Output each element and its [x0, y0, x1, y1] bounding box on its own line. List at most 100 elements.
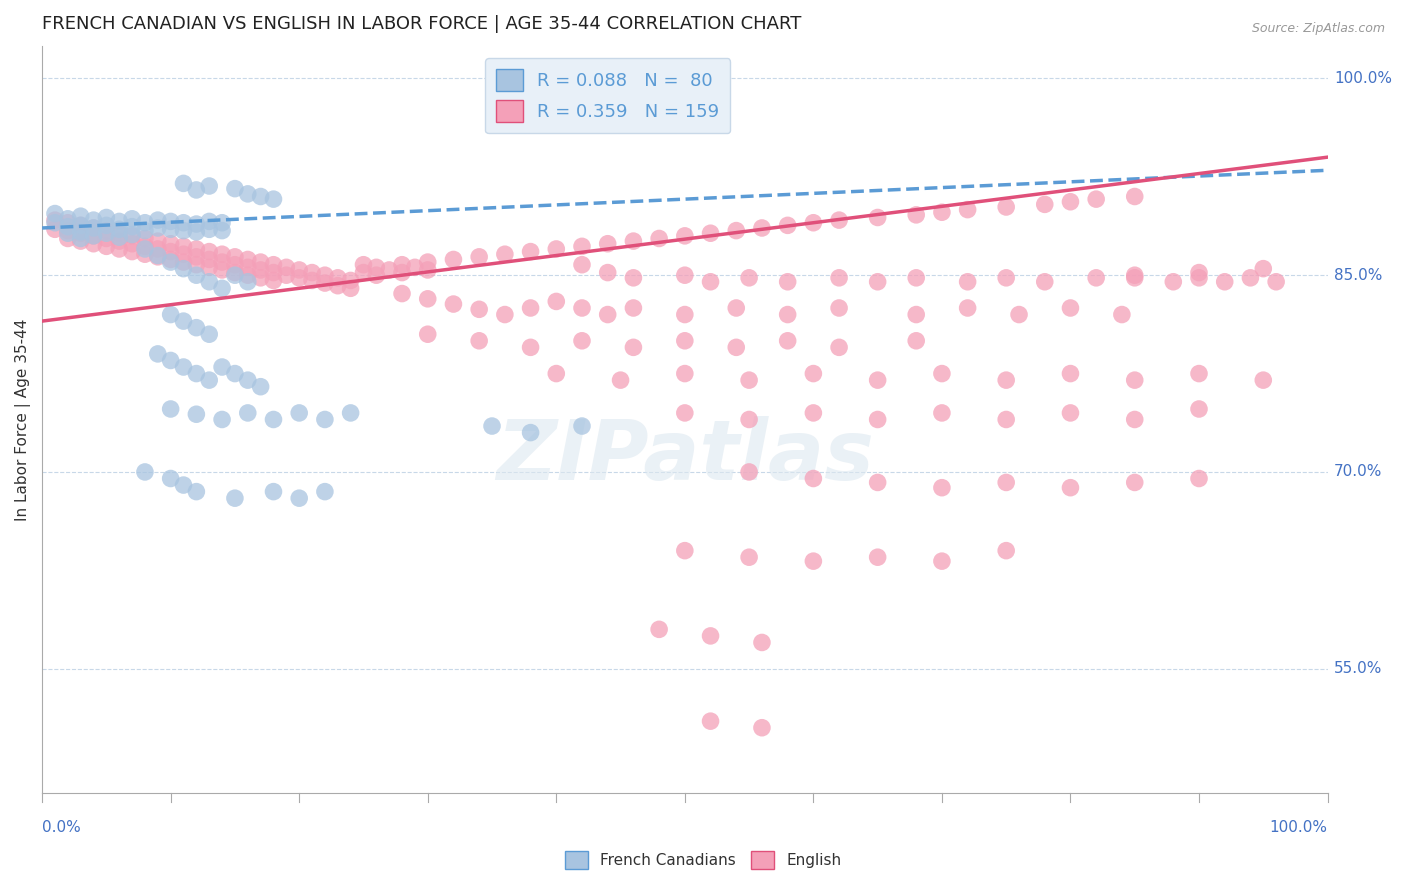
Point	[186, 217, 208, 231]
Point	[995, 270, 1018, 285]
Point	[198, 214, 221, 228]
Point	[301, 266, 323, 280]
Point	[751, 635, 773, 649]
Point	[443, 297, 465, 311]
Point	[288, 270, 311, 285]
Point	[1059, 301, 1081, 315]
Point	[211, 247, 233, 261]
Point	[699, 714, 721, 728]
Point	[956, 202, 979, 217]
Point	[995, 412, 1018, 426]
Point	[1085, 192, 1108, 206]
Point	[186, 320, 208, 334]
Text: FRENCH CANADIAN VS ENGLISH IN LABOR FORCE | AGE 35-44 CORRELATION CHART: FRENCH CANADIAN VS ENGLISH IN LABOR FORC…	[42, 15, 801, 33]
Point	[198, 260, 221, 275]
Point	[468, 334, 491, 348]
Point	[159, 471, 181, 485]
Point	[404, 260, 426, 275]
Point	[776, 308, 799, 322]
Point	[673, 406, 696, 420]
Point	[249, 255, 271, 269]
Point	[1059, 194, 1081, 209]
Point	[1123, 189, 1146, 203]
Point	[83, 228, 105, 243]
Point	[173, 216, 195, 230]
Point	[83, 228, 105, 243]
Text: 0.0%: 0.0%	[42, 820, 82, 835]
Point	[366, 260, 388, 275]
Point	[1123, 475, 1146, 490]
Text: ZIPatlas: ZIPatlas	[496, 417, 873, 498]
Point	[56, 226, 79, 240]
Point	[288, 263, 311, 277]
Point	[44, 222, 66, 236]
Point	[956, 275, 979, 289]
Point	[249, 380, 271, 394]
Point	[263, 258, 285, 272]
Point	[1161, 275, 1184, 289]
Point	[236, 373, 259, 387]
Point	[803, 216, 825, 230]
Point	[314, 412, 336, 426]
Point	[519, 425, 541, 440]
Point	[198, 327, 221, 342]
Point	[673, 543, 696, 558]
Point	[186, 484, 208, 499]
Point	[159, 402, 181, 417]
Point	[96, 231, 118, 245]
Y-axis label: In Labor Force | Age 35-44: In Labor Force | Age 35-44	[15, 318, 31, 521]
Point	[326, 270, 349, 285]
Point	[56, 216, 79, 230]
Point	[96, 226, 118, 240]
Point	[96, 211, 118, 225]
Point	[211, 224, 233, 238]
Point	[931, 367, 953, 381]
Point	[803, 367, 825, 381]
Point	[776, 275, 799, 289]
Point	[866, 373, 889, 387]
Point	[173, 478, 195, 492]
Point	[134, 247, 156, 261]
Point	[1059, 367, 1081, 381]
Point	[211, 412, 233, 426]
Point	[121, 244, 143, 259]
Point	[69, 234, 91, 248]
Point	[173, 314, 195, 328]
Point	[108, 230, 131, 244]
Point	[301, 273, 323, 287]
Point	[224, 250, 246, 264]
Point	[108, 234, 131, 248]
Point	[995, 373, 1018, 387]
Point	[236, 260, 259, 275]
Point	[1033, 275, 1056, 289]
Point	[159, 255, 181, 269]
Point	[134, 216, 156, 230]
Point	[186, 407, 208, 421]
Point	[198, 222, 221, 236]
Point	[738, 373, 761, 387]
Point	[173, 261, 195, 276]
Point	[596, 266, 619, 280]
Point	[1123, 270, 1146, 285]
Point	[1188, 367, 1211, 381]
Point	[224, 268, 246, 283]
Point	[481, 419, 503, 434]
Point	[519, 301, 541, 315]
Point	[83, 221, 105, 235]
Point	[803, 406, 825, 420]
Point	[751, 721, 773, 735]
Text: 85.0%: 85.0%	[1334, 268, 1382, 283]
Point	[378, 263, 401, 277]
Point	[56, 219, 79, 234]
Point	[314, 484, 336, 499]
Point	[468, 250, 491, 264]
Point	[236, 275, 259, 289]
Point	[494, 308, 516, 322]
Point	[1123, 268, 1146, 283]
Point	[276, 268, 298, 283]
Point	[186, 367, 208, 381]
Point	[186, 250, 208, 264]
Point	[673, 268, 696, 283]
Point	[69, 231, 91, 245]
Point	[69, 219, 91, 233]
